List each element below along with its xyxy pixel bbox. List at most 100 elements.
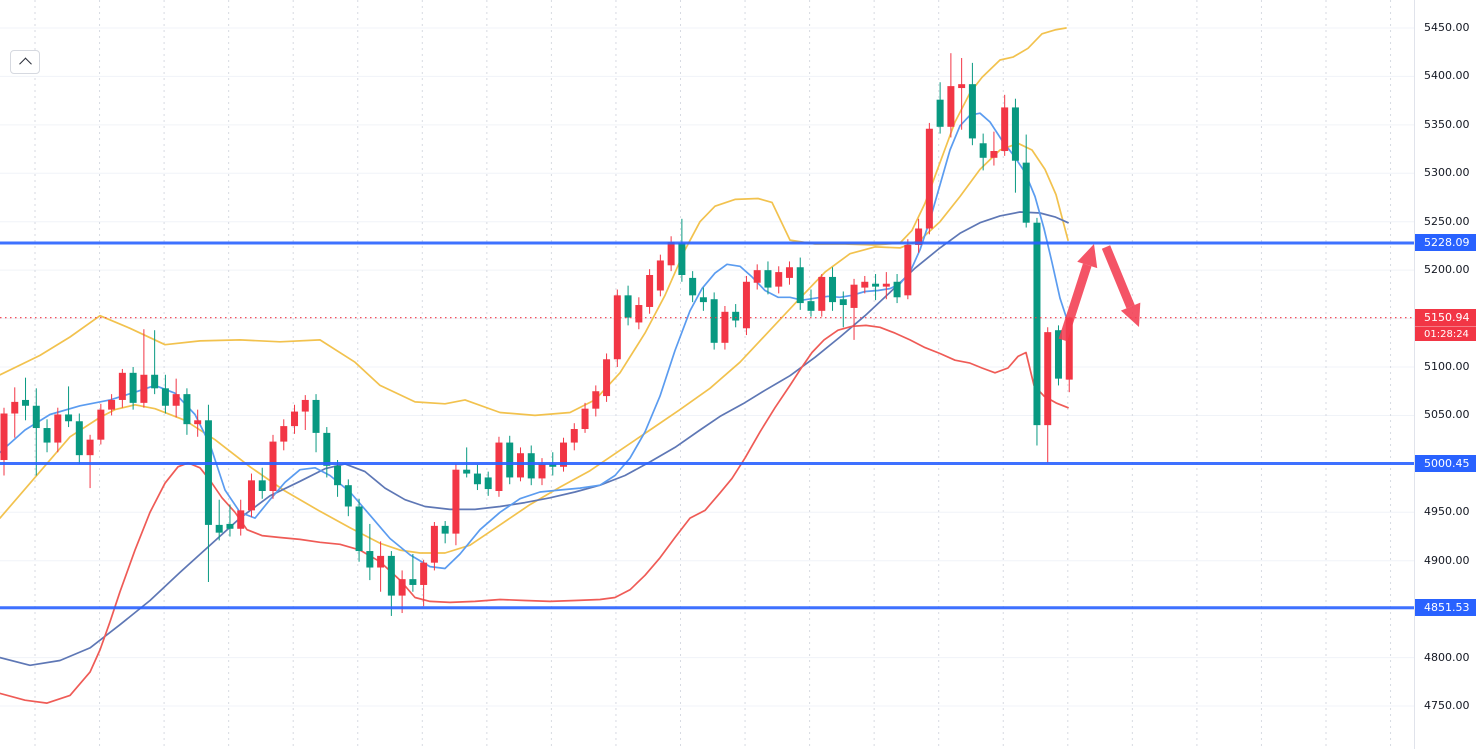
axis-tick: 4750.00 [1424, 699, 1470, 713]
candle-body [721, 311, 729, 343]
axis-tick: 5100.00 [1424, 360, 1470, 374]
chart-canvas[interactable] [0, 0, 1414, 749]
candlestick-series [0, 53, 1073, 616]
candle-body [915, 228, 923, 245]
candle-body [334, 465, 342, 486]
candle-body [968, 84, 976, 139]
candle-body [430, 525, 438, 563]
candle-body [796, 267, 804, 304]
candle-body [484, 477, 492, 490]
candle-body [1001, 107, 1009, 152]
candle-body [54, 414, 62, 443]
candle-body [441, 525, 449, 534]
candle-body [204, 420, 212, 525]
candle-body [678, 243, 686, 275]
candle-body [463, 469, 471, 474]
arrow-drawings[interactable] [1058, 244, 1141, 342]
candle-body [183, 394, 191, 425]
candle-body [129, 372, 137, 403]
candle-body [1065, 317, 1073, 380]
candle-body [893, 281, 901, 298]
bar-countdown-label: 01:28:24 [1415, 326, 1476, 342]
candle-body [495, 442, 503, 491]
candle-body [75, 421, 83, 456]
collapse-indicators-button[interactable] [10, 50, 40, 74]
up-arrow-shaft[interactable] [1058, 263, 1092, 342]
candle-body [990, 151, 998, 158]
indicator-lines [0, 27, 1069, 704]
candle-body [516, 453, 524, 478]
candle-body [570, 429, 578, 443]
candle-body [377, 555, 385, 568]
chart-area[interactable] [0, 0, 1414, 749]
candle-body [775, 272, 783, 287]
candle-body [560, 442, 568, 467]
axis-tick: 4950.00 [1424, 505, 1470, 519]
candle-body [323, 432, 331, 466]
candle-body [506, 442, 514, 478]
candle-body [97, 409, 105, 440]
candle-body [603, 359, 611, 397]
candle-body [108, 399, 116, 410]
candle-body [355, 506, 363, 552]
candle-body [699, 297, 707, 303]
candle-body [140, 374, 148, 403]
axis-tick: 5300.00 [1424, 166, 1470, 180]
candle-body [635, 305, 643, 323]
candle-body [753, 270, 761, 283]
price-axis[interactable]: 5450.00 5400.00 5350.00 5300.00 5250.00 5200.… [1414, 0, 1476, 749]
axis-tick: 5450.00 [1424, 21, 1470, 34]
candle-body [710, 299, 718, 343]
level-price-label: 5228.09 [1415, 234, 1476, 252]
candle-body [829, 276, 837, 303]
axis-tick: 5050.00 [1424, 408, 1470, 422]
candle-body [656, 260, 664, 291]
candle-body [732, 311, 740, 321]
candle-body [366, 551, 374, 568]
candle-body [1044, 332, 1052, 426]
candle-body [172, 394, 180, 406]
slow-ma-blue-line [0, 211, 1069, 667]
candle-body [785, 267, 793, 278]
axis-tick: 5250.00 [1424, 214, 1470, 228]
candle-body [312, 399, 320, 433]
candle-body [624, 295, 632, 318]
lower-band-red-line [0, 324, 1069, 704]
candle-body [667, 242, 675, 266]
candle-body [11, 401, 19, 414]
candle-body [592, 391, 600, 409]
down-arrow-shaft[interactable] [1101, 245, 1135, 309]
axis-tick: 5200.00 [1424, 263, 1470, 277]
candle-body [850, 284, 858, 308]
candle-body [1022, 162, 1030, 223]
candle-body [1011, 107, 1019, 161]
candle-body [237, 510, 245, 529]
current-price-label: 5150.94 [1415, 309, 1476, 327]
candle-body [0, 413, 8, 461]
candle-body [344, 485, 352, 507]
candle-body [226, 523, 234, 529]
up-arrow-head[interactable] [1077, 244, 1098, 269]
axis-tick: 5350.00 [1424, 117, 1470, 131]
candle-body [861, 281, 869, 288]
level-price-label: 4851.53 [1415, 599, 1476, 617]
candle-body [979, 143, 987, 158]
candle-body [904, 244, 912, 296]
candle-body [936, 99, 944, 127]
candle-body [161, 388, 169, 406]
candle-body [118, 372, 126, 400]
candle-body [258, 480, 266, 491]
candle-body [958, 84, 966, 89]
candle-body [43, 428, 51, 443]
candle-body [387, 555, 395, 596]
candle-body [613, 295, 621, 360]
candle-body [581, 408, 589, 430]
candle-body [215, 524, 223, 533]
support-resistance-lines[interactable] [0, 241, 1414, 610]
candle-body [420, 562, 428, 585]
level-price-label: 5000.45 [1415, 454, 1476, 472]
down-arrow-head[interactable] [1120, 302, 1141, 327]
candle-body [882, 283, 890, 287]
axis-tick: 4800.00 [1424, 650, 1470, 664]
